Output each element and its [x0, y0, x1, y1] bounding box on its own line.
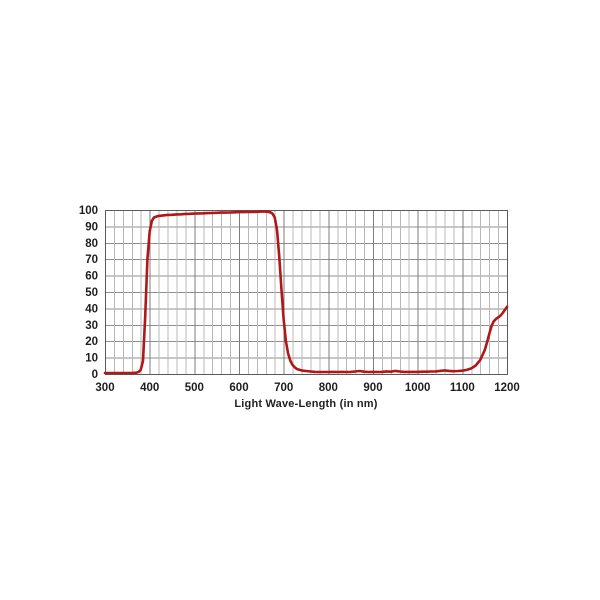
transmission-curve — [103, 210, 509, 375]
y-tick-label: 0 — [92, 369, 98, 381]
x-tick-label: 700 — [274, 382, 293, 394]
y-tick-label: 70 — [85, 254, 98, 266]
x-tick-label: 400 — [140, 382, 159, 394]
y-tick-label: 40 — [85, 303, 98, 315]
y-tick-label: 30 — [85, 320, 98, 332]
x-tick-label: 600 — [229, 382, 248, 394]
y-tick-label: 50 — [85, 287, 98, 299]
x-tick-label: 900 — [363, 382, 382, 394]
plot-border — [104, 209, 509, 376]
x-tick-label: 300 — [95, 382, 114, 394]
x-tick-label: 1100 — [450, 382, 475, 394]
y-tick-label: 20 — [85, 336, 98, 348]
y-tick-label: 90 — [85, 221, 98, 233]
x-tick-label: 1200 — [494, 382, 520, 394]
y-tick-label: 80 — [85, 238, 98, 250]
y-tick-label: 100 — [79, 205, 98, 217]
x-tick-label: 800 — [319, 382, 338, 394]
y-tick-label: 10 — [85, 353, 98, 365]
x-axis-title: Light Wave-Length (in nm) — [234, 398, 378, 410]
x-tick-label: 1000 — [405, 382, 431, 394]
x-tick-label: 500 — [185, 382, 204, 394]
y-tick-label: 60 — [85, 271, 98, 283]
